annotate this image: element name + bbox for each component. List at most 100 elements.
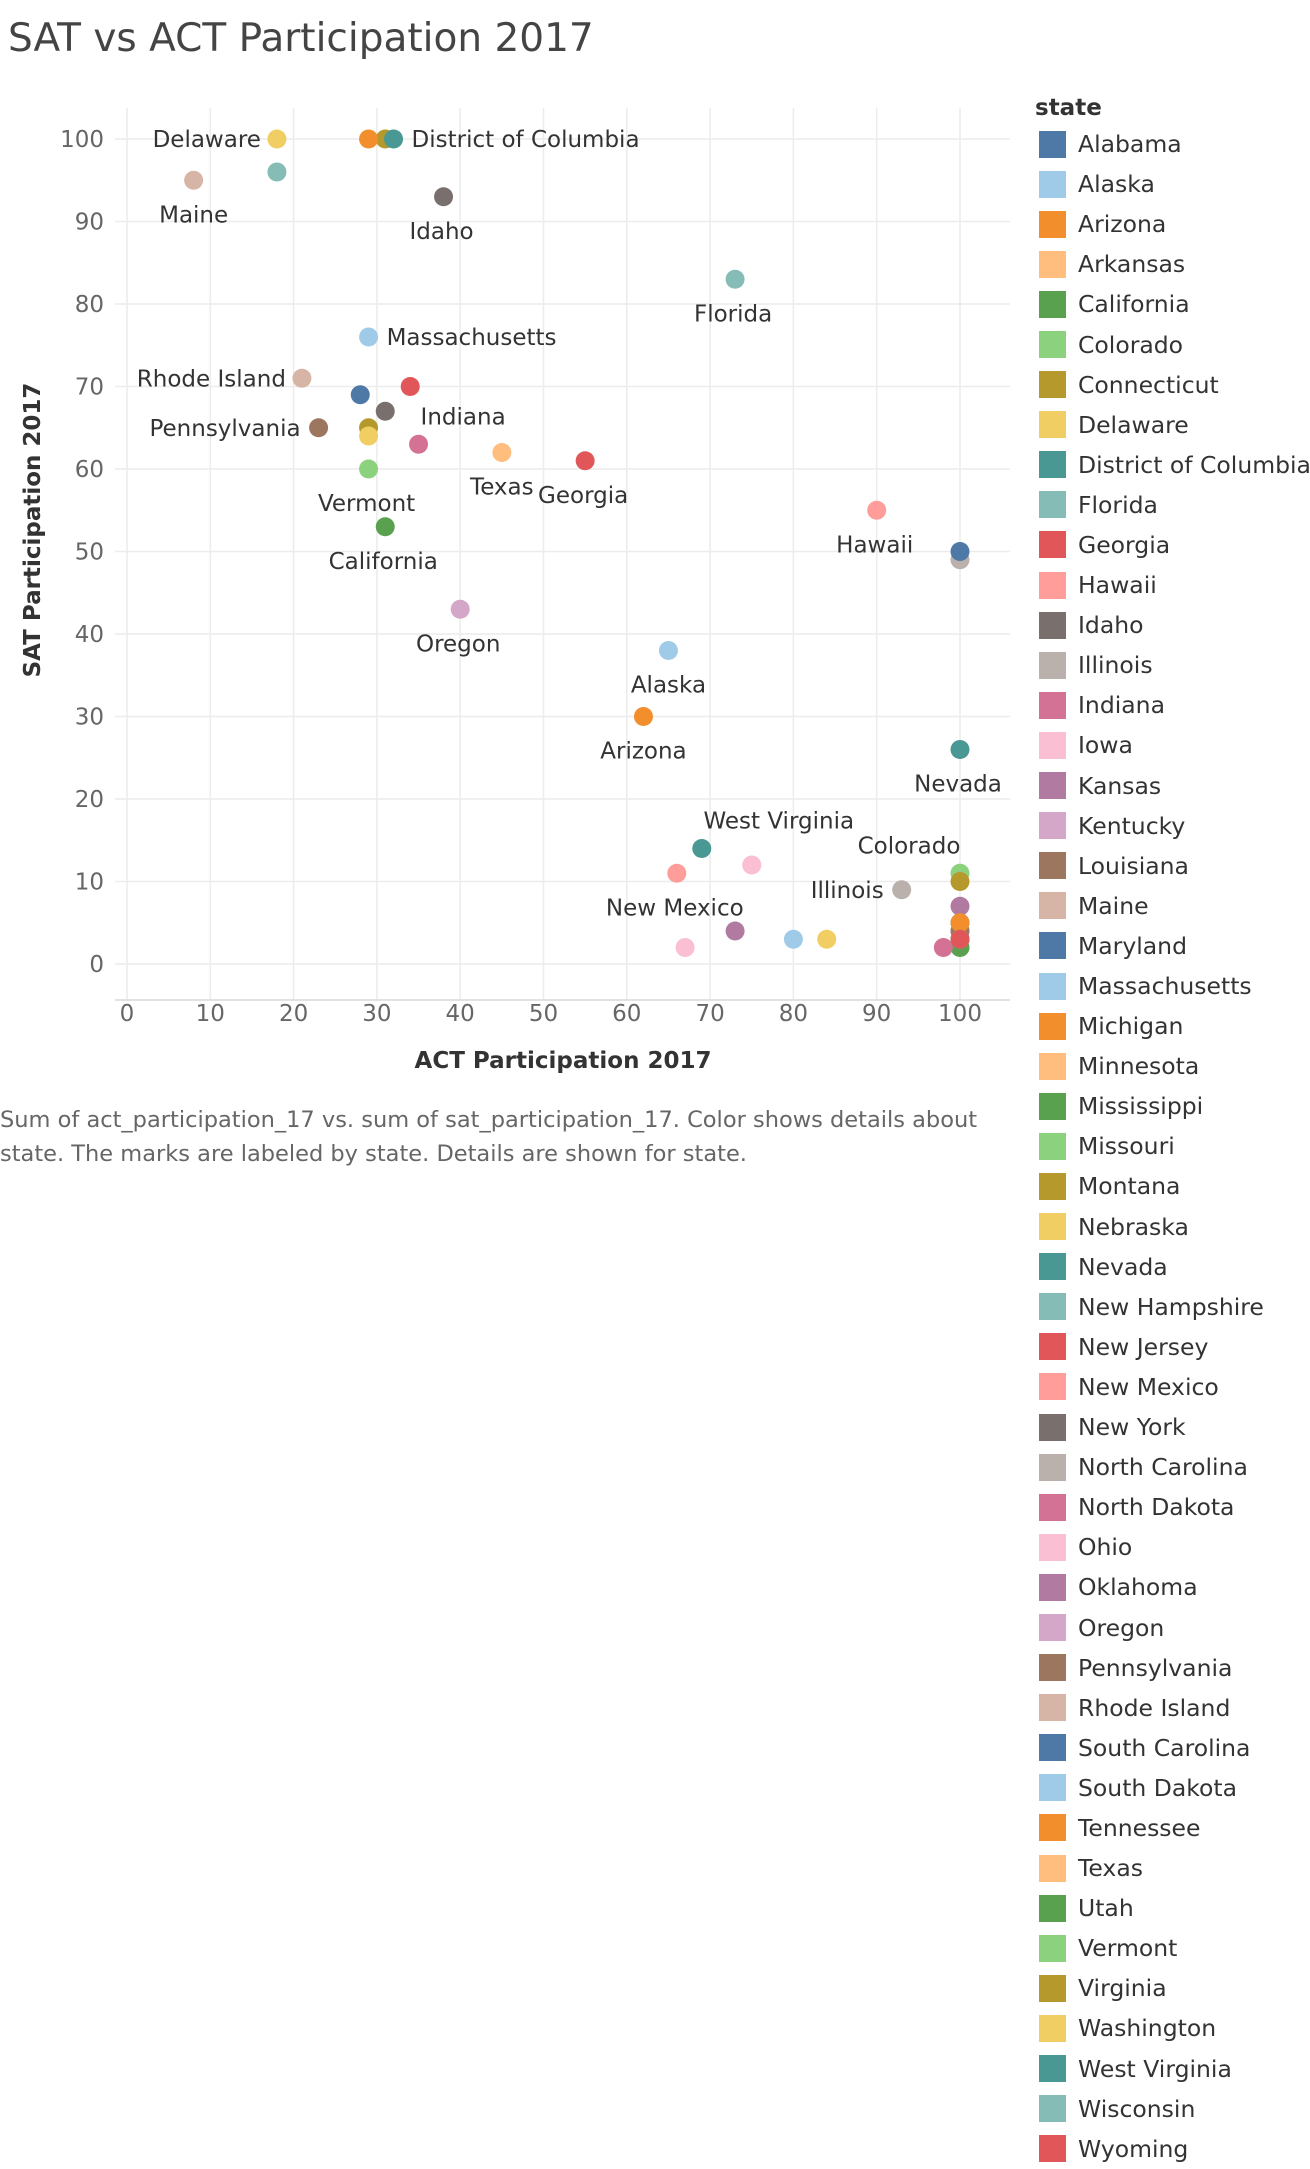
- data-point[interactable]: [267, 129, 287, 149]
- data-point[interactable]: [725, 269, 745, 289]
- data-point[interactable]: [350, 385, 370, 405]
- legend-item[interactable]: Oklahoma: [1035, 1567, 1310, 1607]
- legend-label: New York: [1078, 1413, 1186, 1442]
- data-point[interactable]: [950, 913, 970, 933]
- legend-item[interactable]: Kansas: [1035, 766, 1310, 806]
- data-point[interactable]: [184, 170, 204, 190]
- legend-item[interactable]: Florida: [1035, 485, 1310, 525]
- data-point[interactable]: [359, 327, 379, 347]
- legend-item[interactable]: Texas: [1035, 1848, 1310, 1888]
- data-point[interactable]: [409, 434, 429, 454]
- data-point[interactable]: [950, 542, 970, 561]
- legend-item[interactable]: Missouri: [1035, 1126, 1310, 1166]
- legend-label: Oregon: [1078, 1613, 1165, 1642]
- data-point[interactable]: [492, 443, 512, 462]
- legend-item[interactable]: New Jersey: [1035, 1327, 1310, 1367]
- data-point[interactable]: [267, 162, 287, 182]
- data-point[interactable]: [658, 641, 678, 660]
- legend-item[interactable]: Iowa: [1035, 725, 1310, 765]
- legend-item[interactable]: Georgia: [1035, 525, 1310, 565]
- legend-item[interactable]: Nebraska: [1035, 1207, 1310, 1247]
- legend-item[interactable]: Kentucky: [1035, 806, 1310, 846]
- legend-item[interactable]: Maryland: [1035, 926, 1310, 966]
- legend-item[interactable]: Illinois: [1035, 645, 1310, 685]
- legend-item[interactable]: Maine: [1035, 886, 1310, 926]
- legend-item[interactable]: Minnesota: [1035, 1046, 1310, 1086]
- legend-item[interactable]: New Mexico: [1035, 1367, 1310, 1407]
- data-point[interactable]: [434, 187, 454, 207]
- legend-label: North Carolina: [1078, 1453, 1248, 1482]
- data-point[interactable]: [892, 880, 912, 900]
- legend-label: Iowa: [1078, 731, 1133, 760]
- legend-item[interactable]: Arizona: [1035, 204, 1310, 244]
- legend-item[interactable]: Idaho: [1035, 605, 1310, 645]
- data-point[interactable]: [667, 863, 687, 883]
- legend-item[interactable]: Hawaii: [1035, 565, 1310, 605]
- legend-swatch: [1039, 1734, 1066, 1762]
- point-label: Oregon: [416, 631, 500, 657]
- legend-item[interactable]: Ohio: [1035, 1527, 1310, 1567]
- legend-item[interactable]: North Dakota: [1035, 1487, 1310, 1527]
- legend-item[interactable]: District of Columbia: [1035, 445, 1310, 485]
- data-point[interactable]: [309, 418, 329, 438]
- legend-label: New Hampshire: [1078, 1292, 1264, 1321]
- legend-item[interactable]: Delaware: [1035, 405, 1310, 445]
- legend-item[interactable]: Mississippi: [1035, 1086, 1310, 1126]
- legend-item[interactable]: North Carolina: [1035, 1447, 1310, 1487]
- legend-item[interactable]: New York: [1035, 1407, 1310, 1447]
- legend-item[interactable]: Alaska: [1035, 164, 1310, 204]
- data-point[interactable]: [783, 929, 803, 949]
- data-point[interactable]: [692, 839, 712, 858]
- legend-item[interactable]: Vermont: [1035, 1928, 1310, 1968]
- data-point[interactable]: [384, 129, 404, 149]
- data-point[interactable]: [933, 938, 953, 957]
- legend-item[interactable]: West Virginia: [1035, 2049, 1310, 2089]
- data-point[interactable]: [359, 129, 379, 149]
- legend-item[interactable]: Arkansas: [1035, 244, 1310, 284]
- legend-item[interactable]: Tennessee: [1035, 1808, 1310, 1848]
- legend-item[interactable]: Montana: [1035, 1166, 1310, 1206]
- data-point[interactable]: [359, 426, 379, 446]
- legend-item[interactable]: Utah: [1035, 1888, 1310, 1928]
- data-point[interactable]: [950, 740, 970, 759]
- data-point[interactable]: [950, 929, 970, 949]
- legend-item[interactable]: New Hampshire: [1035, 1287, 1310, 1327]
- x-tick-label: 80: [779, 1001, 808, 1027]
- legend-item[interactable]: California: [1035, 284, 1310, 324]
- legend-swatch: [1039, 1533, 1066, 1561]
- legend-item[interactable]: Connecticut: [1035, 365, 1310, 405]
- legend-item[interactable]: Virginia: [1035, 1968, 1310, 2008]
- legend-item[interactable]: Washington: [1035, 2008, 1310, 2048]
- legend-item[interactable]: Nevada: [1035, 1247, 1310, 1287]
- data-point[interactable]: [675, 938, 695, 957]
- legend-item[interactable]: Oregon: [1035, 1607, 1310, 1647]
- legend-item[interactable]: Rhode Island: [1035, 1688, 1310, 1728]
- data-point[interactable]: [575, 451, 595, 471]
- legend-item[interactable]: Wyoming: [1035, 2129, 1310, 2169]
- data-point[interactable]: [292, 368, 312, 388]
- legend-item[interactable]: South Carolina: [1035, 1728, 1310, 1768]
- legend-swatch: [1039, 2095, 1066, 2123]
- data-point[interactable]: [742, 855, 762, 875]
- legend-item[interactable]: Massachusetts: [1035, 966, 1310, 1006]
- data-point[interactable]: [725, 921, 745, 941]
- data-point[interactable]: [867, 500, 887, 520]
- data-point[interactable]: [450, 599, 470, 619]
- legend-item[interactable]: Indiana: [1035, 685, 1310, 725]
- data-point[interactable]: [400, 377, 420, 396]
- data-point[interactable]: [375, 401, 395, 421]
- data-point[interactable]: [375, 517, 395, 537]
- legend-item[interactable]: Michigan: [1035, 1006, 1310, 1046]
- legend-item[interactable]: Colorado: [1035, 324, 1310, 364]
- data-point[interactable]: [817, 929, 837, 949]
- data-point[interactable]: [950, 872, 970, 891]
- data-point[interactable]: [950, 896, 970, 916]
- data-point[interactable]: [359, 459, 379, 479]
- legend-item[interactable]: Louisiana: [1035, 846, 1310, 886]
- legend-item[interactable]: Alabama: [1035, 124, 1310, 164]
- data-point[interactable]: [633, 707, 653, 726]
- legend-swatch: [1039, 130, 1066, 158]
- legend-item[interactable]: Pennsylvania: [1035, 1648, 1310, 1688]
- legend-item[interactable]: South Dakota: [1035, 1768, 1310, 1808]
- legend-item[interactable]: Wisconsin: [1035, 2089, 1310, 2129]
